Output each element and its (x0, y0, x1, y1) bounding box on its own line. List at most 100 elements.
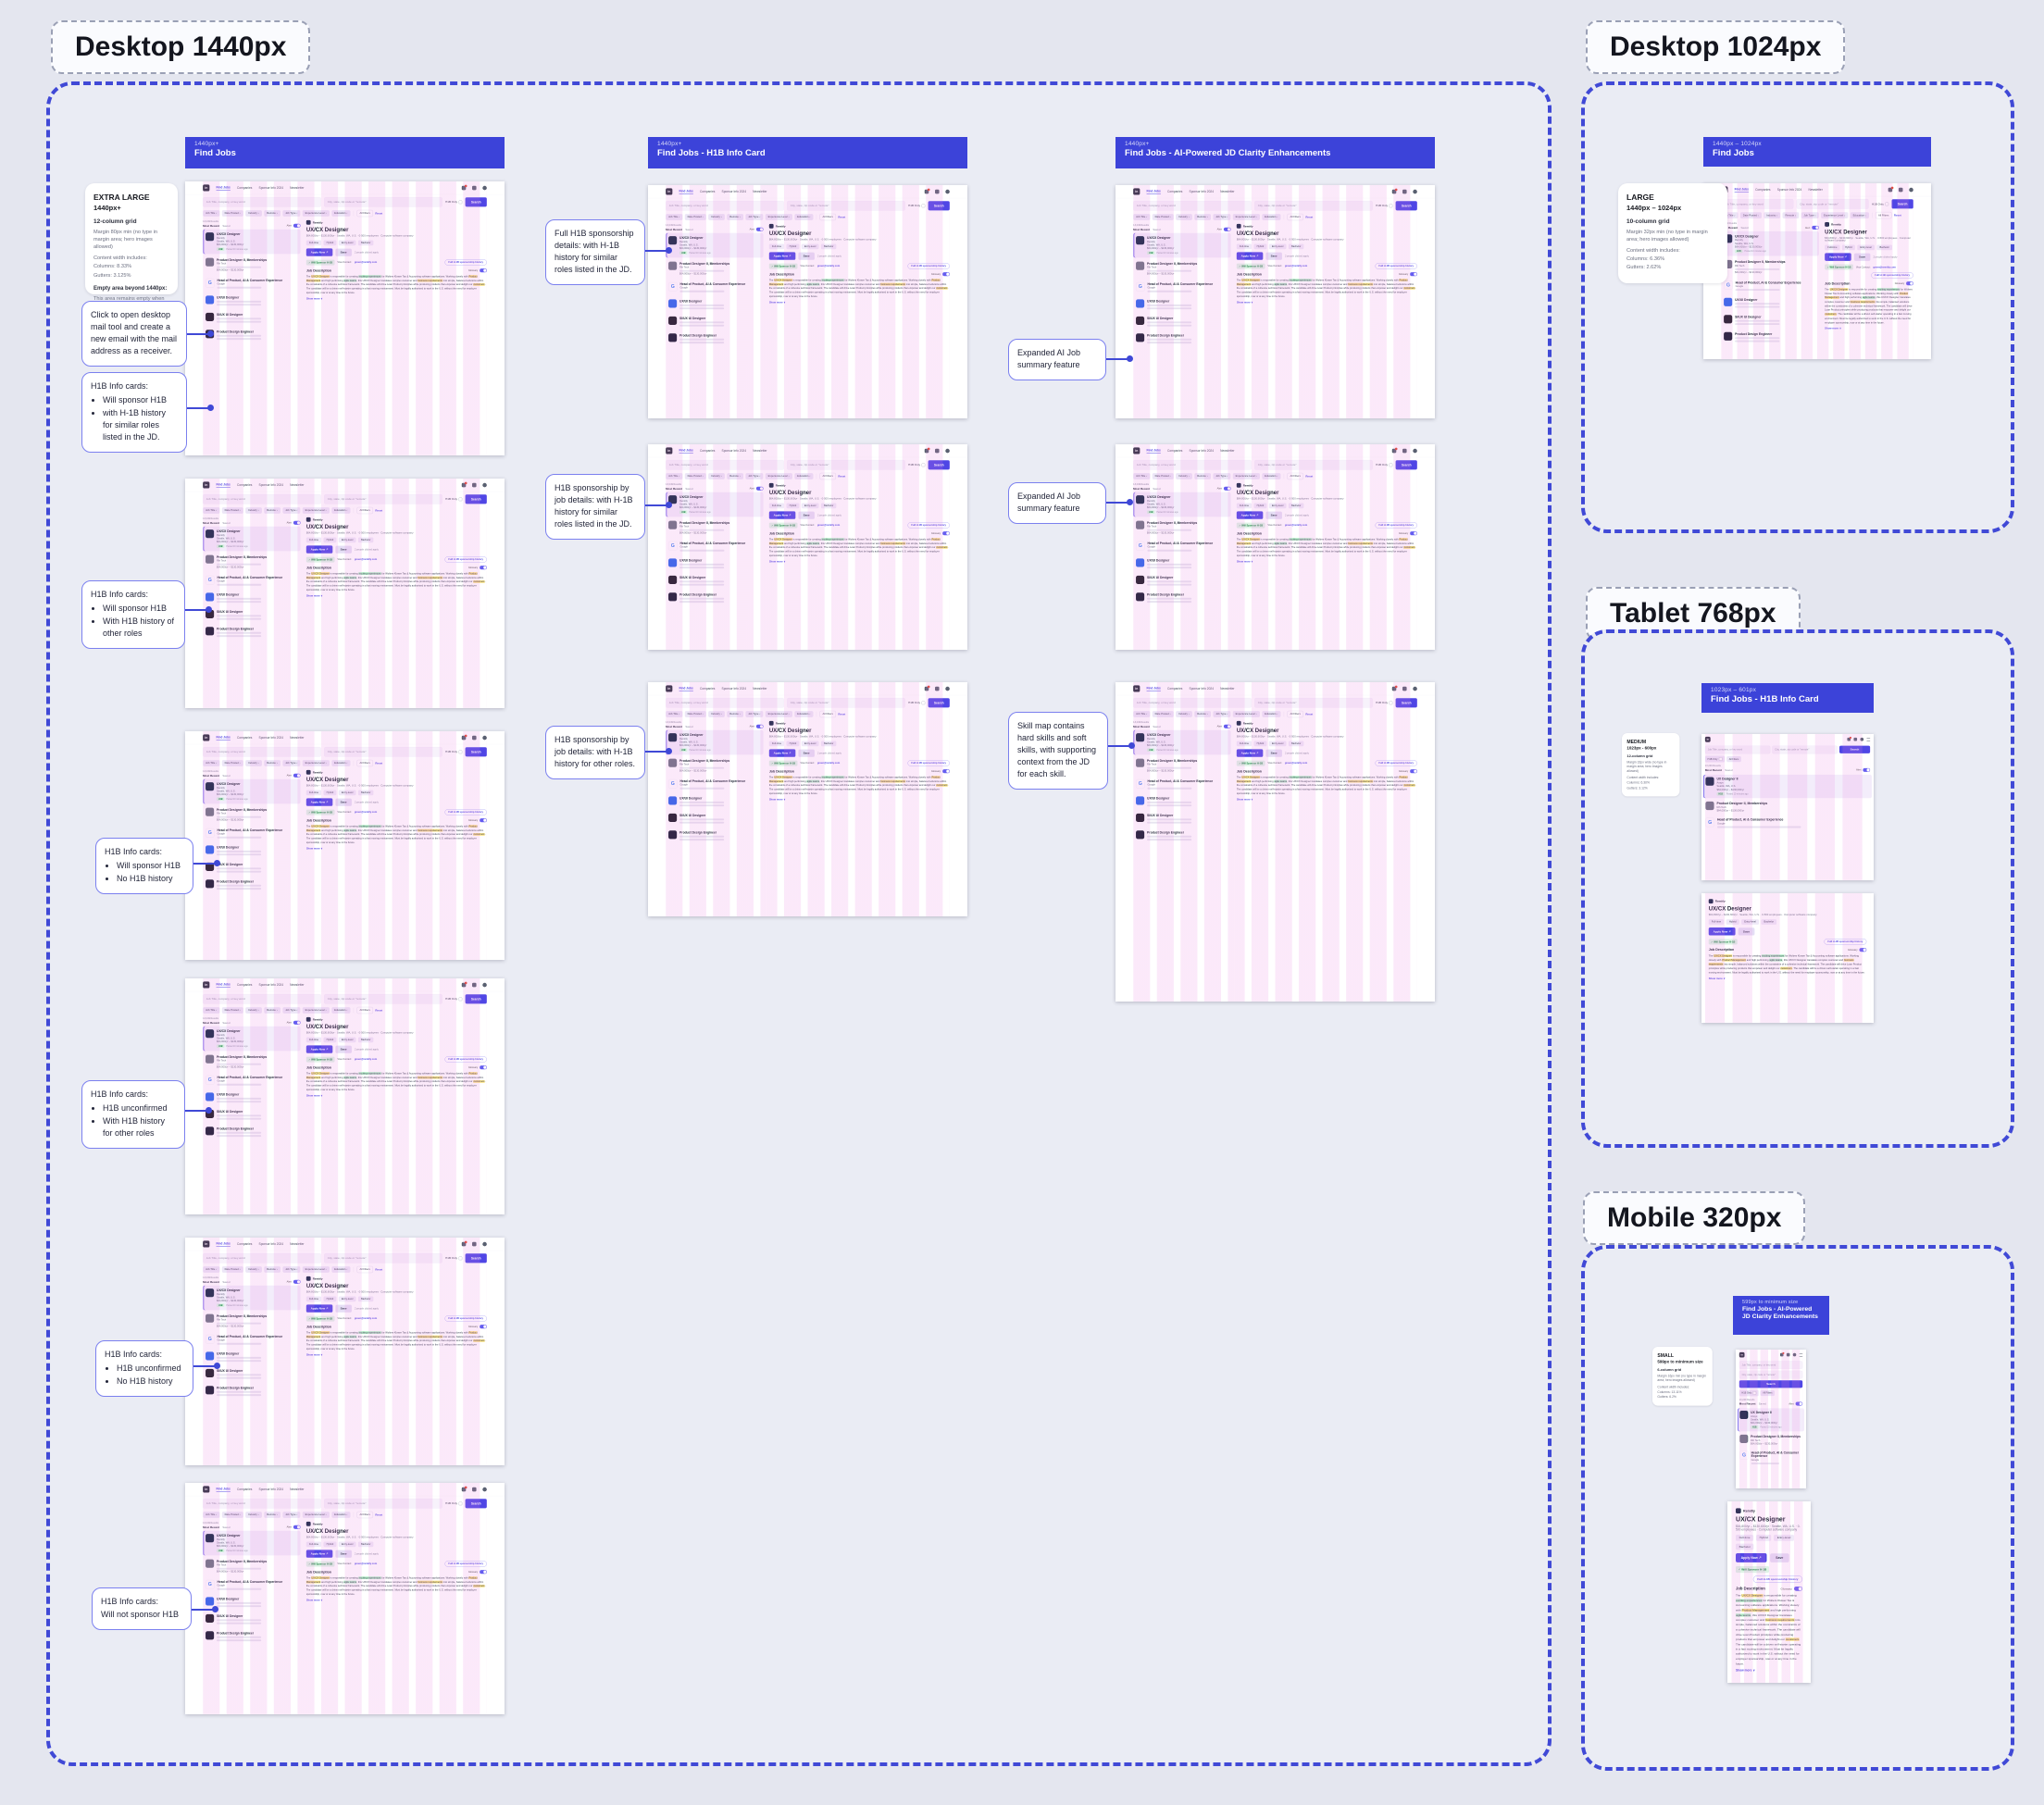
reset-filters-button[interactable]: Reset (838, 712, 846, 716)
notifications-icon[interactable] (472, 482, 477, 488)
h1b-only-checkbox[interactable]: H1B Only (445, 497, 463, 502)
h1b-only-checkbox[interactable]: H1B Only (445, 1501, 463, 1506)
filter-date-posted[interactable]: Date Posted (1152, 473, 1174, 479)
job-card[interactable]: Product Designer II, Memberships Rih Tec… (666, 755, 763, 775)
alert-toggle[interactable] (1223, 724, 1231, 728)
filter-job-title[interactable]: Job Title (203, 760, 220, 766)
job-card[interactable]: SI/UX UI Designer (666, 314, 763, 330)
job-card[interactable]: Head of Product, AI & Consumer Experienc… (1133, 776, 1230, 792)
save-button[interactable]: Save (798, 511, 815, 519)
filter-remote[interactable]: Remote (264, 760, 280, 766)
filter-industry[interactable]: Industry (708, 214, 725, 220)
job-card[interactable]: Product Designer II, Memberships Rih Tec… (203, 1556, 300, 1575)
show-more-link[interactable]: Show more ∨ (1825, 327, 1842, 330)
search-button[interactable]: Search (465, 1253, 487, 1264)
nav-sponsor-info[interactable]: Sponsor Info 2024 (258, 1488, 283, 1491)
alert-toggle[interactable] (755, 227, 764, 231)
job-card[interactable]: UX/CX Designer Remitly Seattle, WA, U.S.… (1721, 230, 1819, 256)
filter-education[interactable]: Education (331, 507, 351, 514)
job-card[interactable]: Head of Product, AI & Consumer Experienc… (1133, 538, 1230, 554)
job-card[interactable]: Head of Product, AI & Consumer Experienc… (666, 279, 763, 295)
h1b-only-checkbox[interactable]: H1B Only (445, 750, 463, 754)
filter-experience-level[interactable]: Experience Level (1232, 711, 1260, 717)
location-input[interactable]: City, state, zip code or "remote" (1772, 745, 1838, 754)
keyword-input[interactable]: Job Title, company, or key word (1739, 1361, 1803, 1369)
nav-companies[interactable]: Companies (237, 736, 253, 740)
saved-tab[interactable]: Saved (1740, 226, 1749, 230)
apply-now-button[interactable]: Apply Now ↗ (1825, 253, 1851, 261)
filter-education[interactable]: Education (1262, 473, 1281, 479)
filter-date-posted[interactable]: Date Posted (684, 711, 706, 717)
job-card[interactable]: Product Designer II, Memberships Rih Tec… (666, 258, 763, 278)
account-icon[interactable] (945, 448, 950, 454)
nav-find-jobs[interactable]: Find Jobs (216, 185, 231, 191)
search-button[interactable]: Search (928, 460, 950, 470)
save-button[interactable]: Save (1265, 252, 1282, 260)
apply-now-button[interactable]: Apply Now ↗ (1736, 1552, 1767, 1562)
filter-industry[interactable]: Industry (1176, 473, 1192, 479)
keyword-input[interactable]: Job Title, company, or key word (1133, 698, 1252, 708)
nav-companies[interactable]: Companies (237, 186, 253, 190)
alert-toggle[interactable] (755, 724, 764, 728)
nav-find-jobs[interactable]: Find Jobs (216, 482, 231, 488)
keyword-input[interactable]: Job Title, company, or key word (1721, 199, 1794, 209)
alert-toggle[interactable] (1795, 1401, 1803, 1406)
filter-job-type[interactable]: Job Type (282, 210, 301, 217)
job-alerts-icon[interactable] (461, 734, 467, 741)
alert-toggle[interactable] (1863, 767, 1871, 772)
job-card[interactable]: UX/UI Designer (1133, 793, 1230, 809)
apply-now-button[interactable]: Apply Now ↗ (768, 749, 796, 757)
nav-newsletter[interactable]: Newsletter (753, 687, 767, 691)
sort-most-recent[interactable]: Most Recent (666, 487, 682, 491)
all-filters-button[interactable]: All Filters (819, 710, 836, 718)
nav-find-jobs[interactable]: Find Jobs (1146, 448, 1161, 454)
notifications-icon[interactable] (472, 1487, 477, 1492)
visa-contact-email-link[interactable]: green@remitly.com (816, 762, 841, 765)
nav-newsletter[interactable]: Newsletter (290, 483, 305, 487)
filter-job-title[interactable]: Job Title (203, 1266, 220, 1273)
filter-industry[interactable]: Industry (708, 473, 725, 479)
search-button[interactable]: Search (465, 994, 487, 1004)
job-card[interactable]: UX/CX Designer Remitly Seattle, WA, U.S.… (203, 1285, 301, 1311)
job-card[interactable]: UX/UI Designer (203, 293, 300, 308)
nav-sponsor-info[interactable]: Sponsor Info 2024 (258, 1242, 283, 1246)
account-icon[interactable] (1860, 737, 1864, 741)
filter-job-title[interactable]: Job Title (666, 214, 683, 220)
job-card[interactable]: SI/UX UI Designer (666, 811, 763, 827)
nav-sponsor-info[interactable]: Sponsor Info 2024 (721, 687, 746, 691)
filter-industry[interactable]: Industry (245, 760, 262, 766)
h1b-history-pill[interactable]: Full H-1B sponsorship history (444, 809, 487, 815)
screenshot-find-jobs-2[interactable]: Find Jobs Companies Sponsor Info 2024 Ne… (185, 479, 505, 708)
apply-now-button[interactable]: Apply Now ↗ (305, 545, 333, 554)
nav-newsletter[interactable]: Newsletter (753, 449, 767, 453)
filter-job-type[interactable]: Job Type (1213, 711, 1231, 717)
nav-companies[interactable]: Companies (700, 687, 716, 691)
nav-newsletter[interactable]: Newsletter (1220, 449, 1235, 453)
location-input[interactable]: City, state, zip code or "remote" (787, 698, 905, 708)
save-button[interactable]: Save (1265, 511, 1282, 519)
screenshot-mobile-detail[interactable]: Remitly UX/CX Designer $64,800/yr – $130… (1727, 1501, 1811, 1683)
nav-newsletter[interactable]: Newsletter (1220, 687, 1235, 691)
account-icon[interactable] (1909, 187, 1913, 193)
saved-tab[interactable]: Saved (222, 1280, 231, 1284)
nav-companies[interactable]: Companies (1167, 190, 1183, 193)
keyword-input[interactable]: Job Title, company, or key word (203, 747, 321, 757)
notifications-icon[interactable] (1402, 189, 1407, 194)
filter-remote[interactable]: Remote (1194, 473, 1211, 479)
job-card[interactable]: UX/UI Designer (666, 296, 763, 312)
glossary-toggle[interactable] (480, 268, 487, 273)
job-card[interactable]: Product Designer II, Memberships Rih Tec… (1738, 1432, 1804, 1447)
saved-tab[interactable]: Saved (222, 774, 231, 778)
h1b-history-pill[interactable]: Full H-1B sponsorship history (1375, 263, 1417, 269)
apply-now-button[interactable]: Apply Now ↗ (768, 511, 796, 519)
nav-sponsor-info[interactable]: Sponsor Info 2024 (1189, 687, 1214, 691)
all-filters-button[interactable]: All Filters (356, 1265, 373, 1274)
show-more-link[interactable]: Show more ∨ (305, 847, 323, 851)
filter-education[interactable]: Education (794, 214, 814, 220)
show-more-link[interactable]: Show more ∨ (1236, 798, 1253, 802)
location-input[interactable]: City, state, zip code or "remote" (324, 1499, 442, 1509)
screenshot-tablet-list[interactable]: Job Title, company, or key word City, st… (1701, 734, 1874, 880)
job-card[interactable]: Product Design Engineer (203, 1124, 300, 1139)
alert-toggle[interactable] (1812, 225, 1819, 230)
filter-job-title[interactable]: Job Title (1721, 212, 1739, 218)
